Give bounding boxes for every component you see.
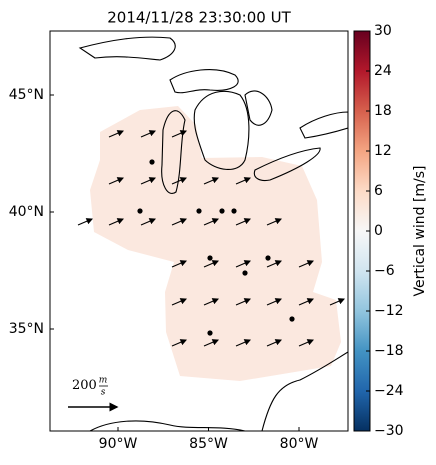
colorbar-tick-label: −18 <box>374 343 404 359</box>
wind-arrow <box>266 260 283 268</box>
colorbar-tick-label: −24 <box>374 383 404 399</box>
coastlines <box>78 36 348 431</box>
wind-arrow <box>203 218 220 226</box>
wind-arrow <box>235 218 252 226</box>
wind-arrow <box>203 260 220 268</box>
colorbar-tick-label: 0 <box>374 223 383 239</box>
scale-number: 200 <box>72 378 97 393</box>
wind-arrow <box>108 177 125 185</box>
wind-arrow <box>329 298 346 306</box>
colorbar-tick-label: 24 <box>374 63 392 79</box>
wind-arrow <box>171 260 188 268</box>
colorbar-tick-label: 18 <box>374 103 392 119</box>
lon-label: 85°W <box>189 436 228 452</box>
wind-arrow <box>266 218 283 226</box>
wind-arrow <box>108 130 125 138</box>
wind-arrow <box>298 339 315 347</box>
wind-arrow <box>235 177 252 185</box>
scale-label: 200 <box>72 378 97 393</box>
colorbar-label: Vertical wind [m/s] <box>412 166 428 297</box>
wind-arrow <box>298 298 315 306</box>
colorbar-tick-label: 12 <box>374 143 392 159</box>
colorbar-tick-label: −30 <box>374 423 404 439</box>
wind-arrow <box>298 260 315 268</box>
lat-label: 45°N <box>9 87 44 103</box>
wind-arrow <box>140 177 157 185</box>
colorbar-tick-label: −6 <box>374 263 395 279</box>
wind-arrow <box>203 177 220 185</box>
colorbar-tick-label: 6 <box>374 183 383 199</box>
lat-label: 40°N <box>9 204 44 220</box>
colorbar-tick-label: −12 <box>374 303 404 319</box>
wind-vectors <box>77 130 346 347</box>
wind-arrow <box>235 298 252 306</box>
wind-arrow <box>266 298 283 306</box>
wind-arrow <box>108 218 125 226</box>
data-region <box>90 106 341 381</box>
lon-label: 80°W <box>280 436 319 452</box>
scale-unit-top: m <box>99 376 108 386</box>
lat-label: 35°N <box>9 321 44 337</box>
stations <box>137 159 295 336</box>
wind-arrow <box>171 298 188 306</box>
scale-unit-bottom: s <box>101 388 106 398</box>
wind-arrow <box>203 298 220 306</box>
title: 2014/11/28 23:30:00 UT <box>107 9 291 27</box>
wind-arrow <box>77 218 94 226</box>
wind-arrow <box>171 177 188 185</box>
wind-arrow <box>235 339 252 347</box>
wind-arrow <box>171 218 188 226</box>
wind-arrow <box>171 339 188 347</box>
wind-arrow <box>171 130 188 138</box>
wind-arrow <box>140 130 157 138</box>
wind-arrow <box>266 339 283 347</box>
map-frame <box>49 30 349 432</box>
wind-arrow <box>235 260 252 268</box>
map <box>77 36 348 431</box>
wind-arrow <box>140 218 157 226</box>
colorbar-tick-label: 30 <box>374 23 392 39</box>
wind-arrow <box>203 339 220 347</box>
lon-label: 90°W <box>99 436 138 452</box>
